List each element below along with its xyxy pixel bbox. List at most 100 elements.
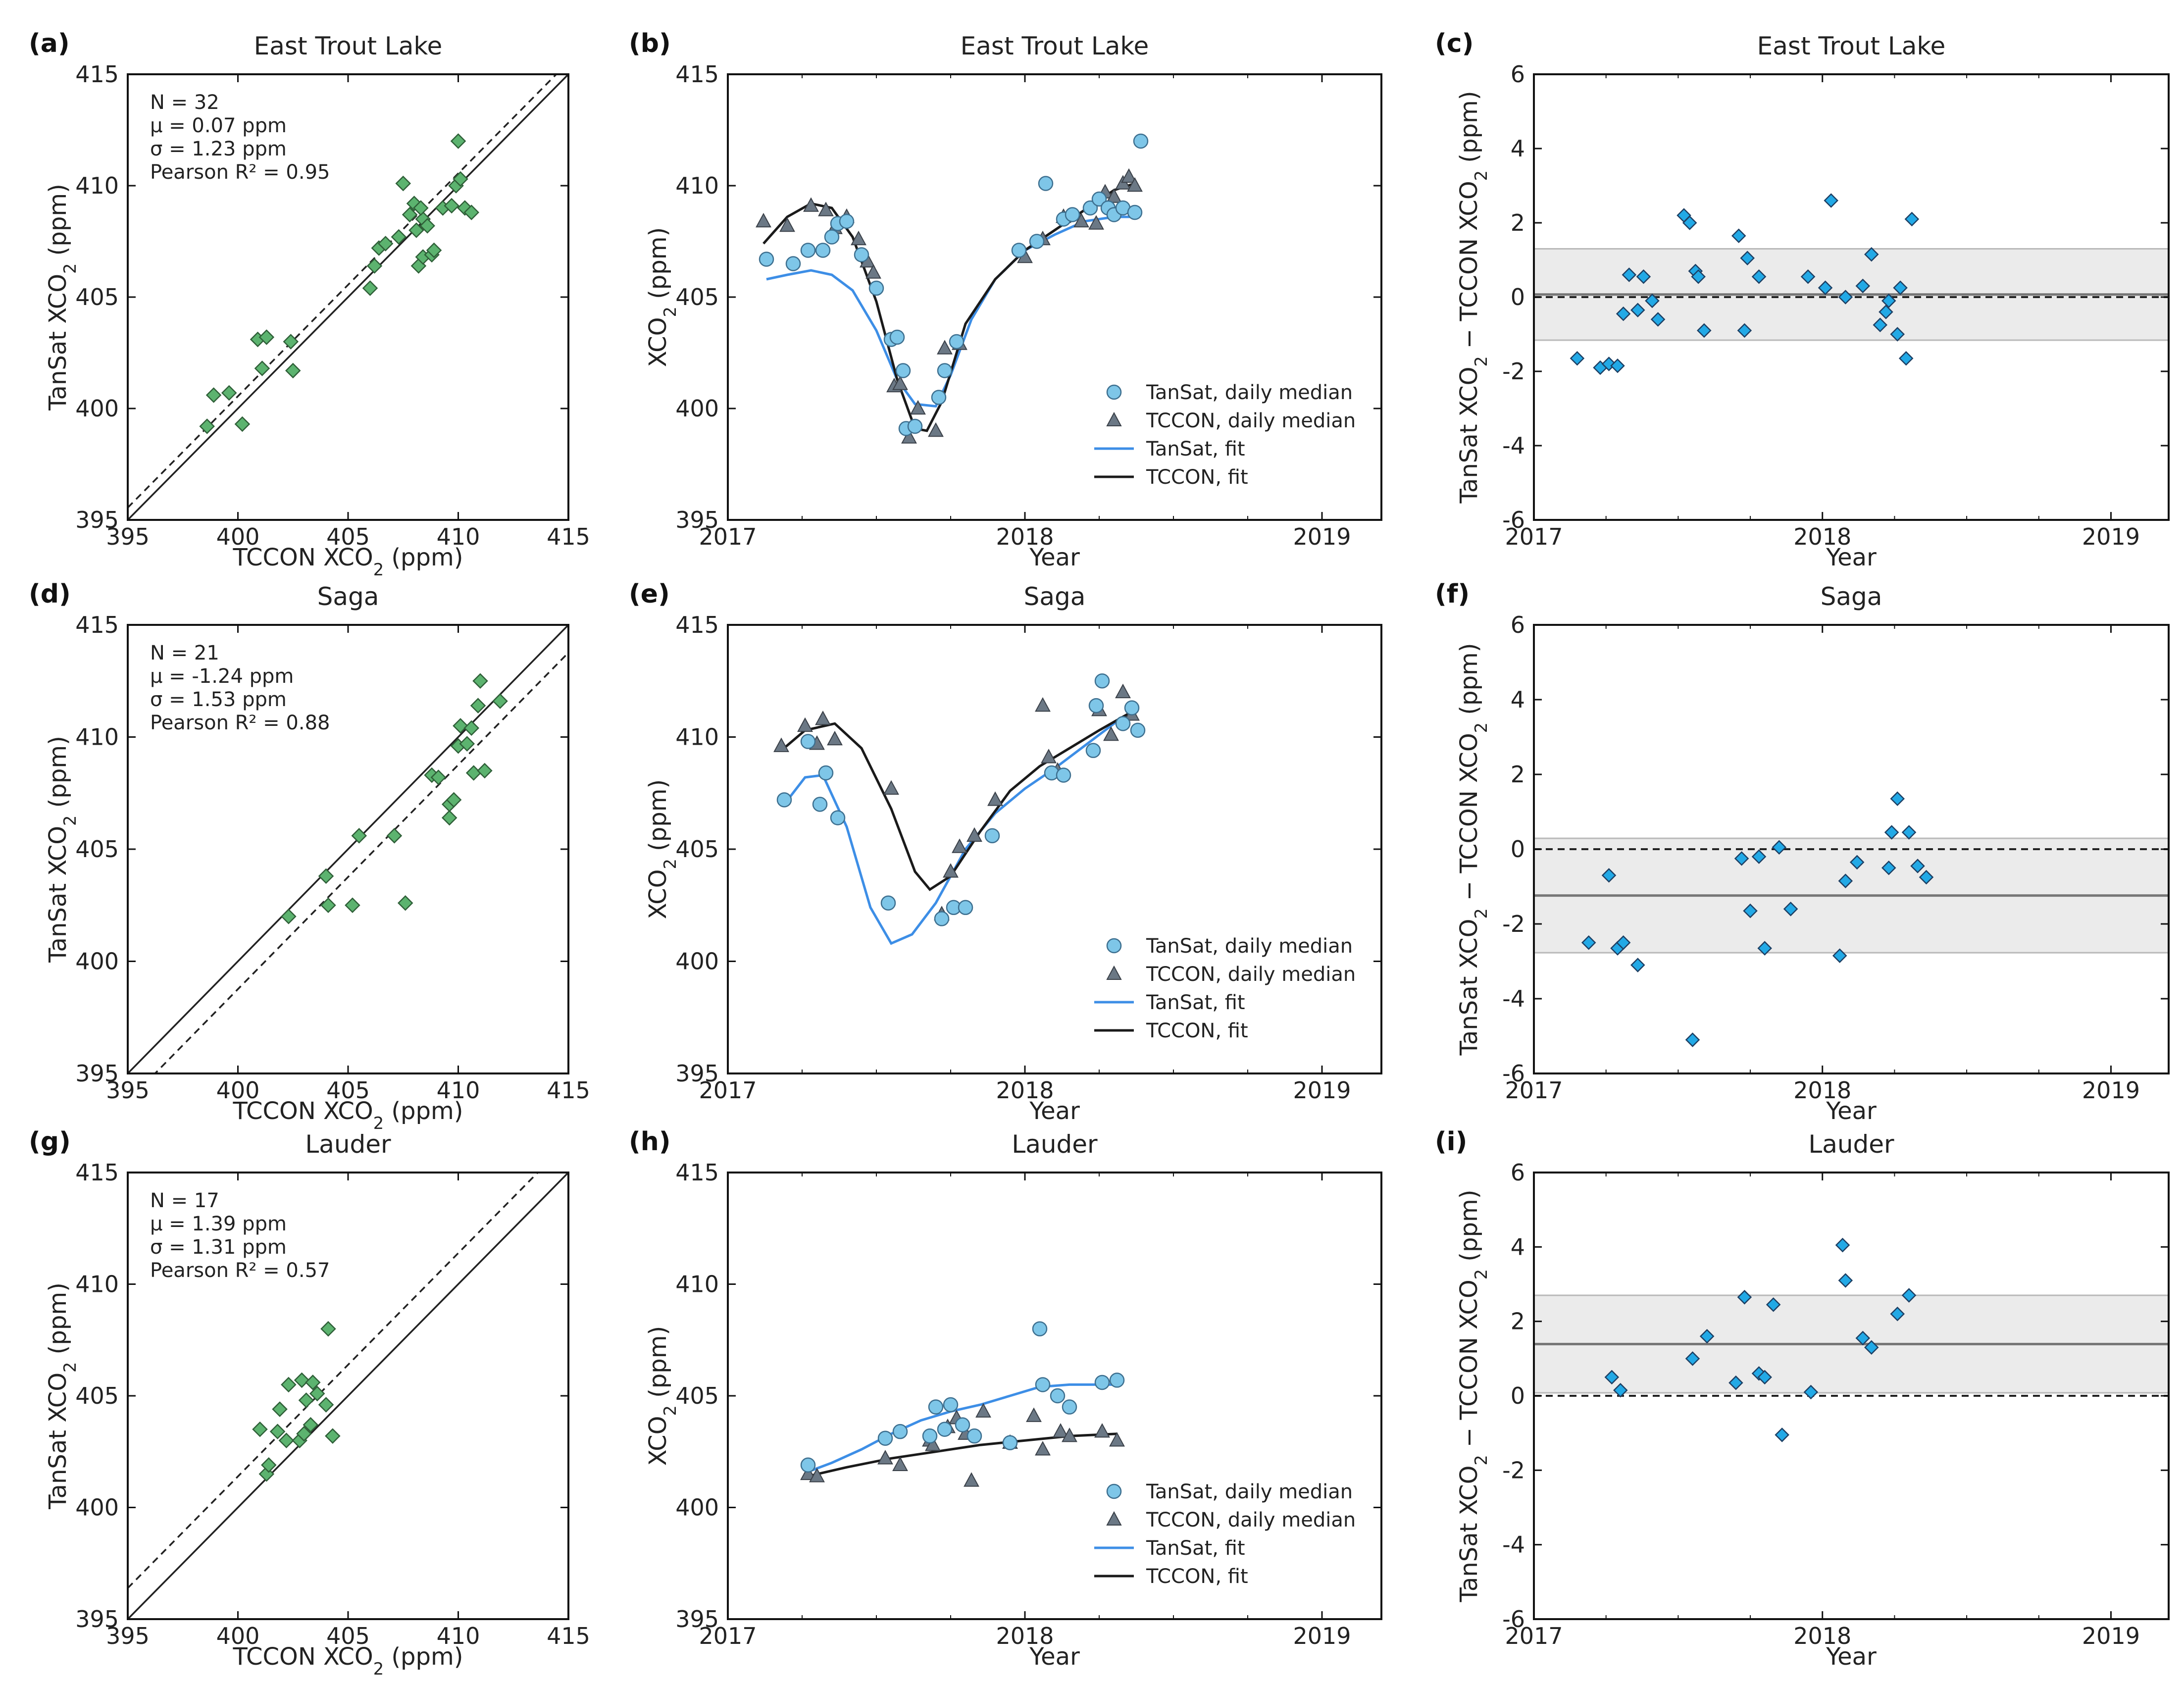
y-tick-label: 405 <box>75 1382 119 1409</box>
tansat-point <box>934 911 950 926</box>
legend-label: TanSat, fit <box>1146 1537 1245 1560</box>
legend-label: TCCON, fit <box>1146 466 1248 489</box>
x-tick-label: 395 <box>106 1077 150 1104</box>
y-tick-label: 4 <box>1511 135 1525 162</box>
legend-label: TCCON, fit <box>1146 1565 1248 1588</box>
data-point <box>397 895 413 911</box>
legend-label: TCCON, daily median <box>1146 409 1356 432</box>
y-tick-label: 400 <box>675 948 719 975</box>
y-tick-label: 2 <box>1511 761 1525 788</box>
tansat-point <box>895 363 911 378</box>
tansat-point <box>1094 673 1110 689</box>
x-tick-label: 2018 <box>1793 523 1851 550</box>
data-point <box>278 1432 295 1448</box>
panel-letter: (d) <box>29 579 71 609</box>
data-point <box>402 206 418 223</box>
y-tick-label: 410 <box>675 172 719 199</box>
x-axis-label: Year <box>1826 544 1877 571</box>
tansat-point <box>892 1424 908 1439</box>
tansat-point <box>1038 176 1054 191</box>
tccon-point <box>1035 1441 1051 1456</box>
tccon-point <box>803 197 819 212</box>
data-point <box>426 242 442 258</box>
y-tick-label: 395 <box>675 1606 719 1632</box>
y-axis-label: TanSat XCO2 (ppm) <box>44 1282 80 1510</box>
y-tick-label: 400 <box>675 1494 719 1521</box>
x-tick-label: 2019 <box>2082 1077 2140 1104</box>
data-point <box>472 673 488 689</box>
data-point <box>221 385 237 401</box>
y-tick-label: 0 <box>1511 284 1525 310</box>
legend-tccon-marker <box>1106 965 1122 980</box>
data-point <box>320 897 336 914</box>
tansat-point <box>1109 1373 1125 1388</box>
y-axis-label: TanSat XCO2 − TCCON XCO2 (ppm) <box>1455 1190 1491 1603</box>
plot-area-b <box>756 133 1149 444</box>
tccon-fit-line <box>780 709 1136 891</box>
legend-label: TanSat, daily median <box>1146 1480 1353 1503</box>
x-tick-label: 2017 <box>1505 523 1563 550</box>
x-tick-label: 400 <box>216 523 260 550</box>
data-point <box>1630 958 1645 972</box>
tansat-point <box>800 734 816 749</box>
legend-label: TanSat, daily median <box>1146 935 1353 958</box>
data-point <box>1783 902 1798 917</box>
y-tick-label: 410 <box>75 1271 119 1298</box>
data-point <box>1697 323 1712 338</box>
panel-letter: (g) <box>29 1127 71 1157</box>
data-point <box>351 828 367 844</box>
tccon-point <box>901 429 917 444</box>
data-point <box>1835 1237 1850 1253</box>
data-point <box>463 204 479 220</box>
data-point <box>1613 1382 1628 1398</box>
y-tick-label: -2 <box>1502 911 1525 937</box>
data-point <box>303 1417 319 1433</box>
tansat-point <box>1032 1321 1048 1336</box>
data-point <box>1630 303 1645 318</box>
x-tick-label: 2018 <box>1793 1623 1851 1649</box>
tansat-point <box>931 390 947 405</box>
y-tick-label: -6 <box>1502 507 1525 533</box>
tccon-point <box>892 375 908 390</box>
y-tick-label: 4 <box>1511 1233 1525 1260</box>
tansat-point <box>1029 234 1045 249</box>
tccon-point <box>928 422 944 437</box>
plot-area-f <box>1534 791 2169 1047</box>
tansat-point <box>966 1428 982 1444</box>
y-tick-label: 400 <box>75 948 119 975</box>
legend: TanSat, daily median TCCON, daily median T… <box>1094 1480 1356 1588</box>
panel-letter: (e) <box>629 579 670 609</box>
x-tick-label: 415 <box>547 1623 590 1649</box>
data-point <box>444 198 459 214</box>
stats-line: N = 17 <box>150 1189 219 1212</box>
data-point <box>1838 873 1853 888</box>
x-tick-label: 415 <box>547 523 590 550</box>
y-tick-label: -2 <box>1502 358 1525 385</box>
legend-label: TanSat, fit <box>1146 438 1245 460</box>
data-point <box>261 1457 277 1473</box>
data-point <box>1616 306 1631 321</box>
fit-line <box>128 74 558 509</box>
data-point <box>1604 1370 1620 1385</box>
data-point <box>1818 280 1833 296</box>
y-tick-label: 4 <box>1511 686 1525 713</box>
tccon-point <box>966 827 982 842</box>
x-tick-label: 2017 <box>699 523 757 550</box>
tansat-point <box>1065 207 1080 222</box>
data-point <box>395 175 411 192</box>
data-point <box>1890 791 1905 806</box>
stats-line: σ = 1.53 ppm <box>150 688 287 711</box>
legend-tansat-marker <box>1106 1483 1122 1499</box>
tccon-point <box>779 217 795 232</box>
panel-title: Saga <box>1821 582 1882 611</box>
tansat-point <box>759 252 774 267</box>
tansat-point <box>880 895 896 911</box>
x-axis-label: Year <box>1029 1097 1080 1125</box>
data-point <box>430 769 447 785</box>
data-point <box>470 698 486 714</box>
data-point <box>1682 215 1697 230</box>
x-tick-label: 410 <box>437 1623 480 1649</box>
panel-letter: (f) <box>1435 579 1470 609</box>
panel-title: East Trout Lake <box>961 32 1149 60</box>
